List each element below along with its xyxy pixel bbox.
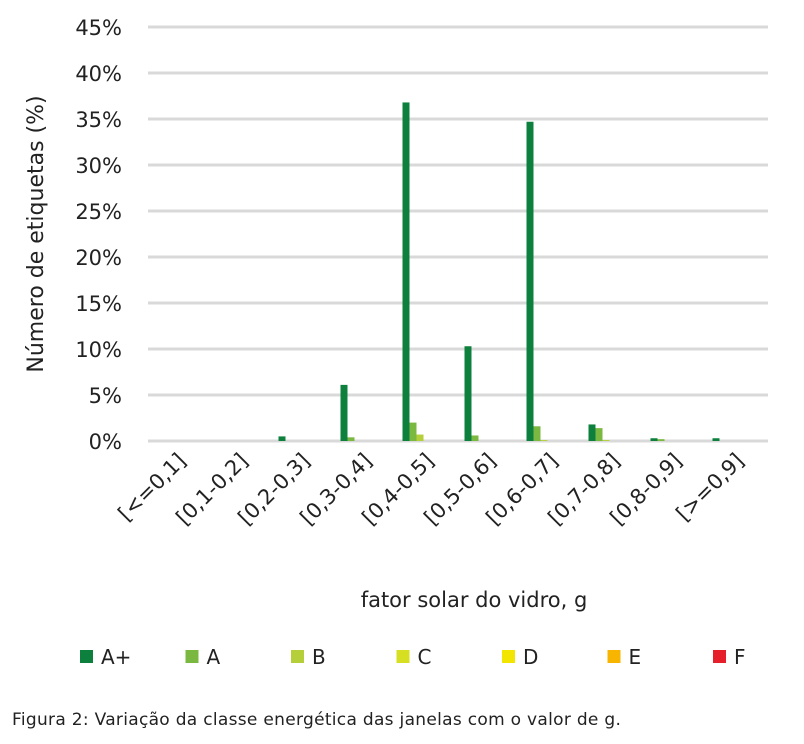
bar-A+-8 (650, 438, 658, 441)
y-axis-label: Número de etiquetas (%) (24, 95, 49, 372)
x-tick-label: [>=0,9] (671, 449, 748, 526)
legend-label: A+ (101, 645, 131, 669)
legend-swatch-B (291, 650, 304, 663)
bar-A+-5 (464, 346, 472, 441)
legend-swatch-C (396, 650, 410, 663)
legend-swatch-E (607, 650, 621, 663)
y-tick-label: 5% (89, 384, 122, 408)
legend-swatch-A+ (80, 650, 93, 663)
y-tick-label: 10% (75, 338, 122, 362)
legend-label: C (418, 645, 432, 669)
bar-A+-9 (712, 438, 720, 441)
legend-label: A (207, 645, 221, 669)
y-tick-label: 0% (89, 430, 122, 454)
legend-swatch-D (502, 650, 515, 663)
y-tick-label: 20% (75, 246, 122, 270)
bar-A-8 (657, 439, 665, 441)
bar-A-5 (471, 435, 479, 441)
figure-caption: Figura 2: Variação da classe energética … (12, 710, 622, 730)
legend-label: B (312, 645, 326, 669)
bar-A+-6 (526, 121, 534, 441)
y-tick-label: 45% (75, 16, 122, 40)
y-tick-label: 35% (75, 108, 122, 132)
bar-A-4 (409, 422, 417, 441)
y-tick-label: 15% (75, 292, 122, 316)
bar-A+-7 (588, 424, 596, 441)
bar-A-3 (347, 437, 355, 441)
bar-A-7 (595, 428, 603, 441)
bar-B-6 (540, 440, 548, 441)
bar-chart: 0%5%10%15%20%25%30%35%40%45% [<=0,1][0,1… (24, 16, 768, 669)
bar-B-7 (602, 440, 610, 441)
bar-A+-3 (340, 384, 348, 441)
legend-swatch-A (185, 650, 199, 663)
y-tick-label: 30% (75, 154, 122, 178)
y-tick-label: 40% (75, 62, 122, 86)
bar-A-6 (533, 426, 541, 441)
legend-label: F (734, 645, 746, 669)
y-tick-label: 25% (75, 200, 122, 224)
x-axis-label: fator solar do vidro, g (361, 588, 588, 612)
bar-B-4 (416, 434, 424, 441)
legend-label: E (629, 645, 642, 669)
bar-A+-2 (278, 436, 286, 441)
legend-label: D (523, 645, 538, 669)
bar-A+-4 (402, 102, 410, 441)
legend-swatch-F (713, 650, 726, 663)
